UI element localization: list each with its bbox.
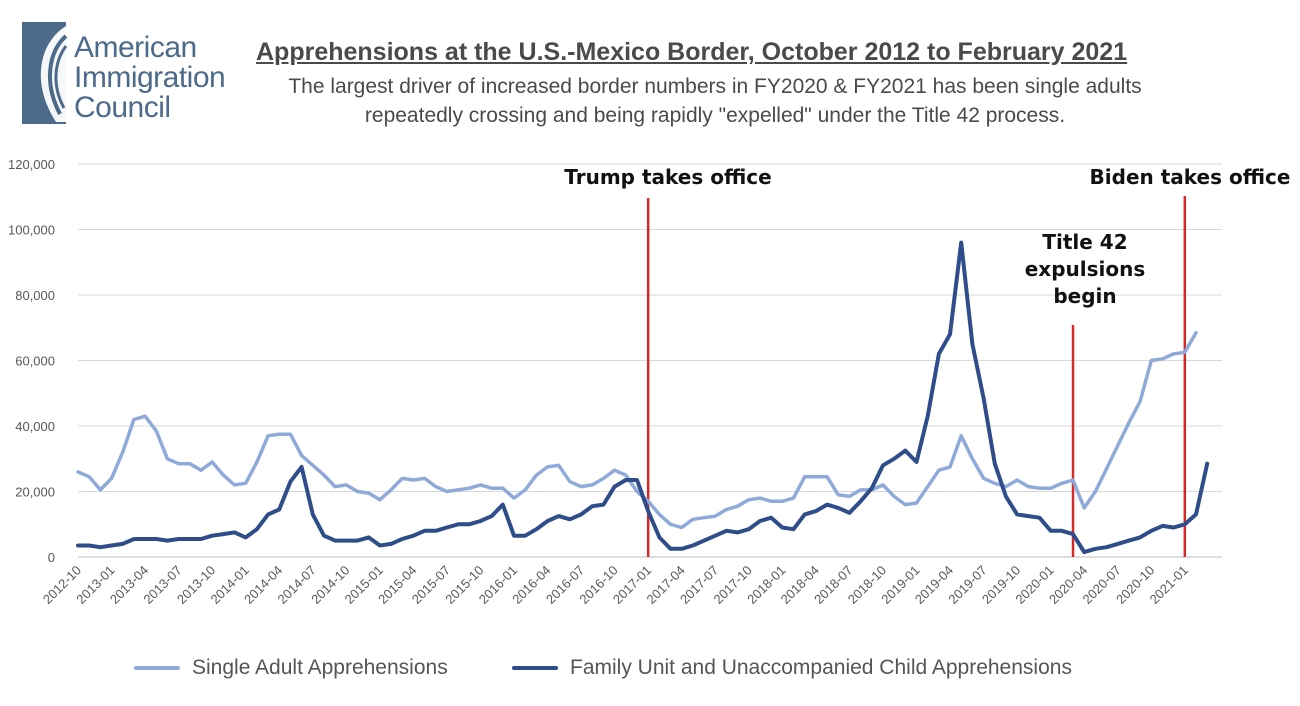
y-tick-label: 20,000 — [15, 485, 55, 500]
subtitle-line-2: repeatedly crossing and being rapidly "e… — [364, 104, 1066, 127]
subtitle-line-1: The largest driver of increased border n… — [288, 75, 1142, 98]
y-tick-label: 100,000 — [8, 223, 55, 238]
legend-label-family-unit: Family Unit and Unaccompanied Child Appr… — [570, 656, 1072, 679]
event-markers: Trump takes office Title 42 expulsions begi… — [564, 165, 1290, 557]
event-label: begin — [1053, 284, 1116, 308]
legend-item-family-unit: Family Unit and Unaccompanied Child Appr… — [512, 656, 1072, 680]
logo-line-3: Council — [74, 91, 171, 124]
x-axis-ticks: 2012-102013-012013-042013-072013-102014-… — [40, 563, 1191, 607]
series-line-single-adult — [76, 330, 1198, 530]
event-label: Title 42 — [1042, 230, 1127, 254]
y-tick-label: 80,000 — [15, 288, 55, 303]
legend-swatch-family-unit — [512, 666, 558, 670]
series-lines — [76, 240, 1210, 555]
y-tick-label: 60,000 — [15, 354, 55, 369]
logo-line-2: Immigration — [74, 61, 226, 94]
y-tick-label: 40,000 — [15, 419, 55, 434]
y-tick-label: 0 — [48, 550, 55, 565]
legend-swatch-single-adult — [134, 666, 180, 670]
chart-title: Apprehensions at the U.S.-Mexico Border,… — [256, 38, 1128, 66]
y-tick-label: 120,000 — [8, 157, 55, 172]
y-axis-ticks: 0 20,000 40,000 60,000 80,000 100,000 120,000 — [8, 157, 55, 565]
event-label: Biden takes office — [1090, 165, 1291, 189]
legend-item-single-adult: Single Adult Apprehensions — [134, 656, 448, 680]
legend-label-single-adult: Single Adult Apprehensions — [192, 656, 448, 679]
logo-line-1: American — [74, 31, 197, 64]
chart-subtitle: The largest driver of increased border n… — [240, 72, 1190, 130]
organization-logo: American Immigration Council — [22, 22, 232, 126]
event-label: Trump takes office — [564, 165, 771, 189]
gridlines — [78, 163, 1222, 558]
event-label: expulsions — [1025, 257, 1146, 281]
series-line-family-unit — [76, 240, 1210, 555]
logo-mark-icon — [22, 22, 68, 124]
